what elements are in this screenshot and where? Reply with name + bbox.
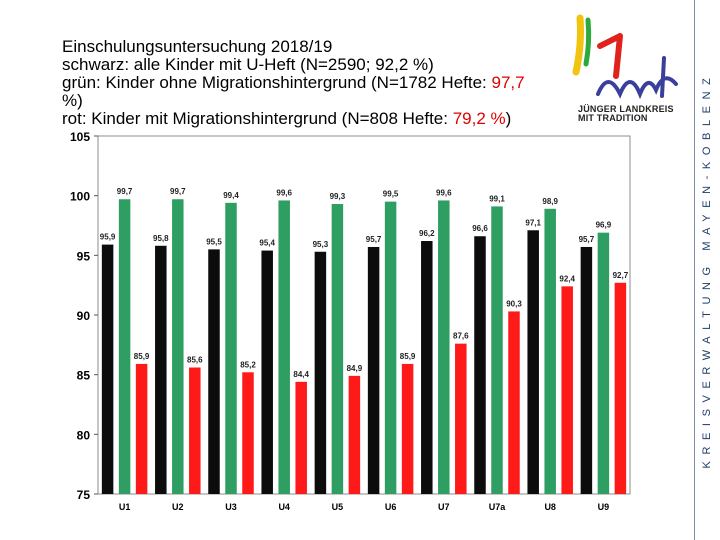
black-bar-label: 95,9 [100,233,116,242]
black-bar [261,250,273,494]
x-tick-label: U7 [438,502,450,512]
black-bar-label: 95,5 [206,237,222,246]
title-line-4-text: rot: Kinder mit Migrationshintergrund (N… [62,109,453,128]
y-tick-label: 90 [77,309,91,323]
black-bar [580,246,593,494]
title-line-2: schwarz: alle Kinder mit U-Heft (N=2590;… [62,55,434,74]
black-bar [208,249,220,494]
side-band [694,0,720,540]
title-line-4: rot: Kinder mit Migrationshintergrund (N… [62,110,642,128]
black-bar [367,246,380,494]
logo-line-2: MIT TRADITION [578,113,648,123]
green-bar [544,208,556,494]
black-bar-label: 95,3 [313,240,329,249]
green-bar-label: 99,7 [170,187,186,196]
black-bar-label: 95,7 [579,235,595,244]
green-bar [278,200,290,494]
chart-title-block: Einschulungsuntersuchung 2018/19 schwarz… [62,38,642,128]
title-line-1: Einschulungsuntersuchung 2018/19 [62,37,333,56]
red-bar-label: 90,3 [506,299,522,308]
x-tick-label: U2 [172,502,184,512]
black-bar [314,251,327,494]
x-tick-label: U8 [544,502,556,512]
green-bar [225,202,237,494]
green-bar [597,232,610,494]
green-bar-label: 99,3 [330,192,346,201]
x-tick-label: U9 [598,502,610,512]
green-bar [438,200,450,494]
title-line-4-highlight: 79,2 % [452,109,506,128]
black-bar [421,241,433,494]
x-tick-label: U1 [119,502,131,512]
red-bar [295,381,307,494]
green-bar-label: 99,5 [383,190,399,199]
green-bar [172,199,184,494]
green-bar [331,204,344,494]
x-tick-label: U5 [332,502,344,512]
black-bar-label: 96,6 [472,224,488,233]
x-tick-label: U6 [385,502,397,512]
red-bar [189,367,201,494]
red-bar [348,375,361,494]
side-organization-label: KREISVERWALTUNG MAYEN-KOBLENZ [701,71,713,469]
red-bar-label: 92,4 [559,274,575,283]
black-bar-label: 97,1 [525,218,541,227]
plot-area [97,135,631,495]
green-bar-label: 99,6 [276,188,292,197]
title-line-3-highlight: 97,7 [491,73,525,92]
red-bar [561,286,573,494]
green-bar [118,199,131,494]
red-bar [455,343,467,494]
black-bar-label: 95,4 [259,239,275,248]
black-bar [527,230,539,495]
red-bar-label: 85,6 [187,356,203,365]
green-bar-label: 99,6 [436,188,452,197]
red-bar [401,363,414,494]
green-bar-label: 99,7 [117,187,133,196]
x-tick-label: U4 [278,502,290,512]
bar-chart: 75 80 85 90 95 100 105 95,9 99,7 85,9 U1 95,8 99,7 85… [70,130,631,512]
red-bar-label: 92,7 [613,271,629,280]
green-bar-label: 99,4 [223,191,239,200]
y-tick-label: 105 [70,130,90,144]
red-bar [135,363,148,494]
red-bar [508,311,520,494]
green-bar-label: 96,9 [596,221,612,230]
logo-line-1: JÜNGER LANDKREIS [578,104,674,114]
red-bar-label: 84,9 [347,364,363,373]
y-tick-label: 95 [77,249,91,263]
x-tick-label: U3 [225,502,237,512]
green-bar [384,201,397,494]
black-bar [155,245,167,494]
black-bar-label: 95,7 [366,235,382,244]
green-bar-label: 98,9 [542,197,558,206]
red-bar-label: 84,4 [293,370,309,379]
black-bar [474,236,486,494]
red-bar [242,372,254,494]
y-tick-label: 80 [77,428,91,442]
red-bar-label: 87,6 [453,332,469,341]
green-bar-label: 99,1 [489,194,505,203]
green-bar [491,206,503,494]
y-tick-label: 75 [77,488,91,502]
y-tick-label: 85 [77,369,91,383]
title-line-4-suffix: ) [505,109,512,128]
title-line-3-text: grün: Kinder ohne Migrationshintergrund … [62,73,492,92]
title-line-3-continuation: %) [62,91,83,110]
red-bar [614,282,627,494]
black-bar [101,244,114,494]
black-bar-label: 96,2 [419,229,435,238]
title-line-3: grün: Kinder ohne Migrationshintergrund … [62,74,642,92]
black-bar-label: 95,8 [153,234,169,243]
red-bar-label: 85,2 [240,360,256,369]
y-tick-label: 100 [70,190,90,204]
district-logo [572,14,678,100]
red-bar-label: 85,9 [134,352,150,361]
red-bar-label: 85,9 [400,352,416,361]
x-tick-label: U7a [489,502,507,512]
